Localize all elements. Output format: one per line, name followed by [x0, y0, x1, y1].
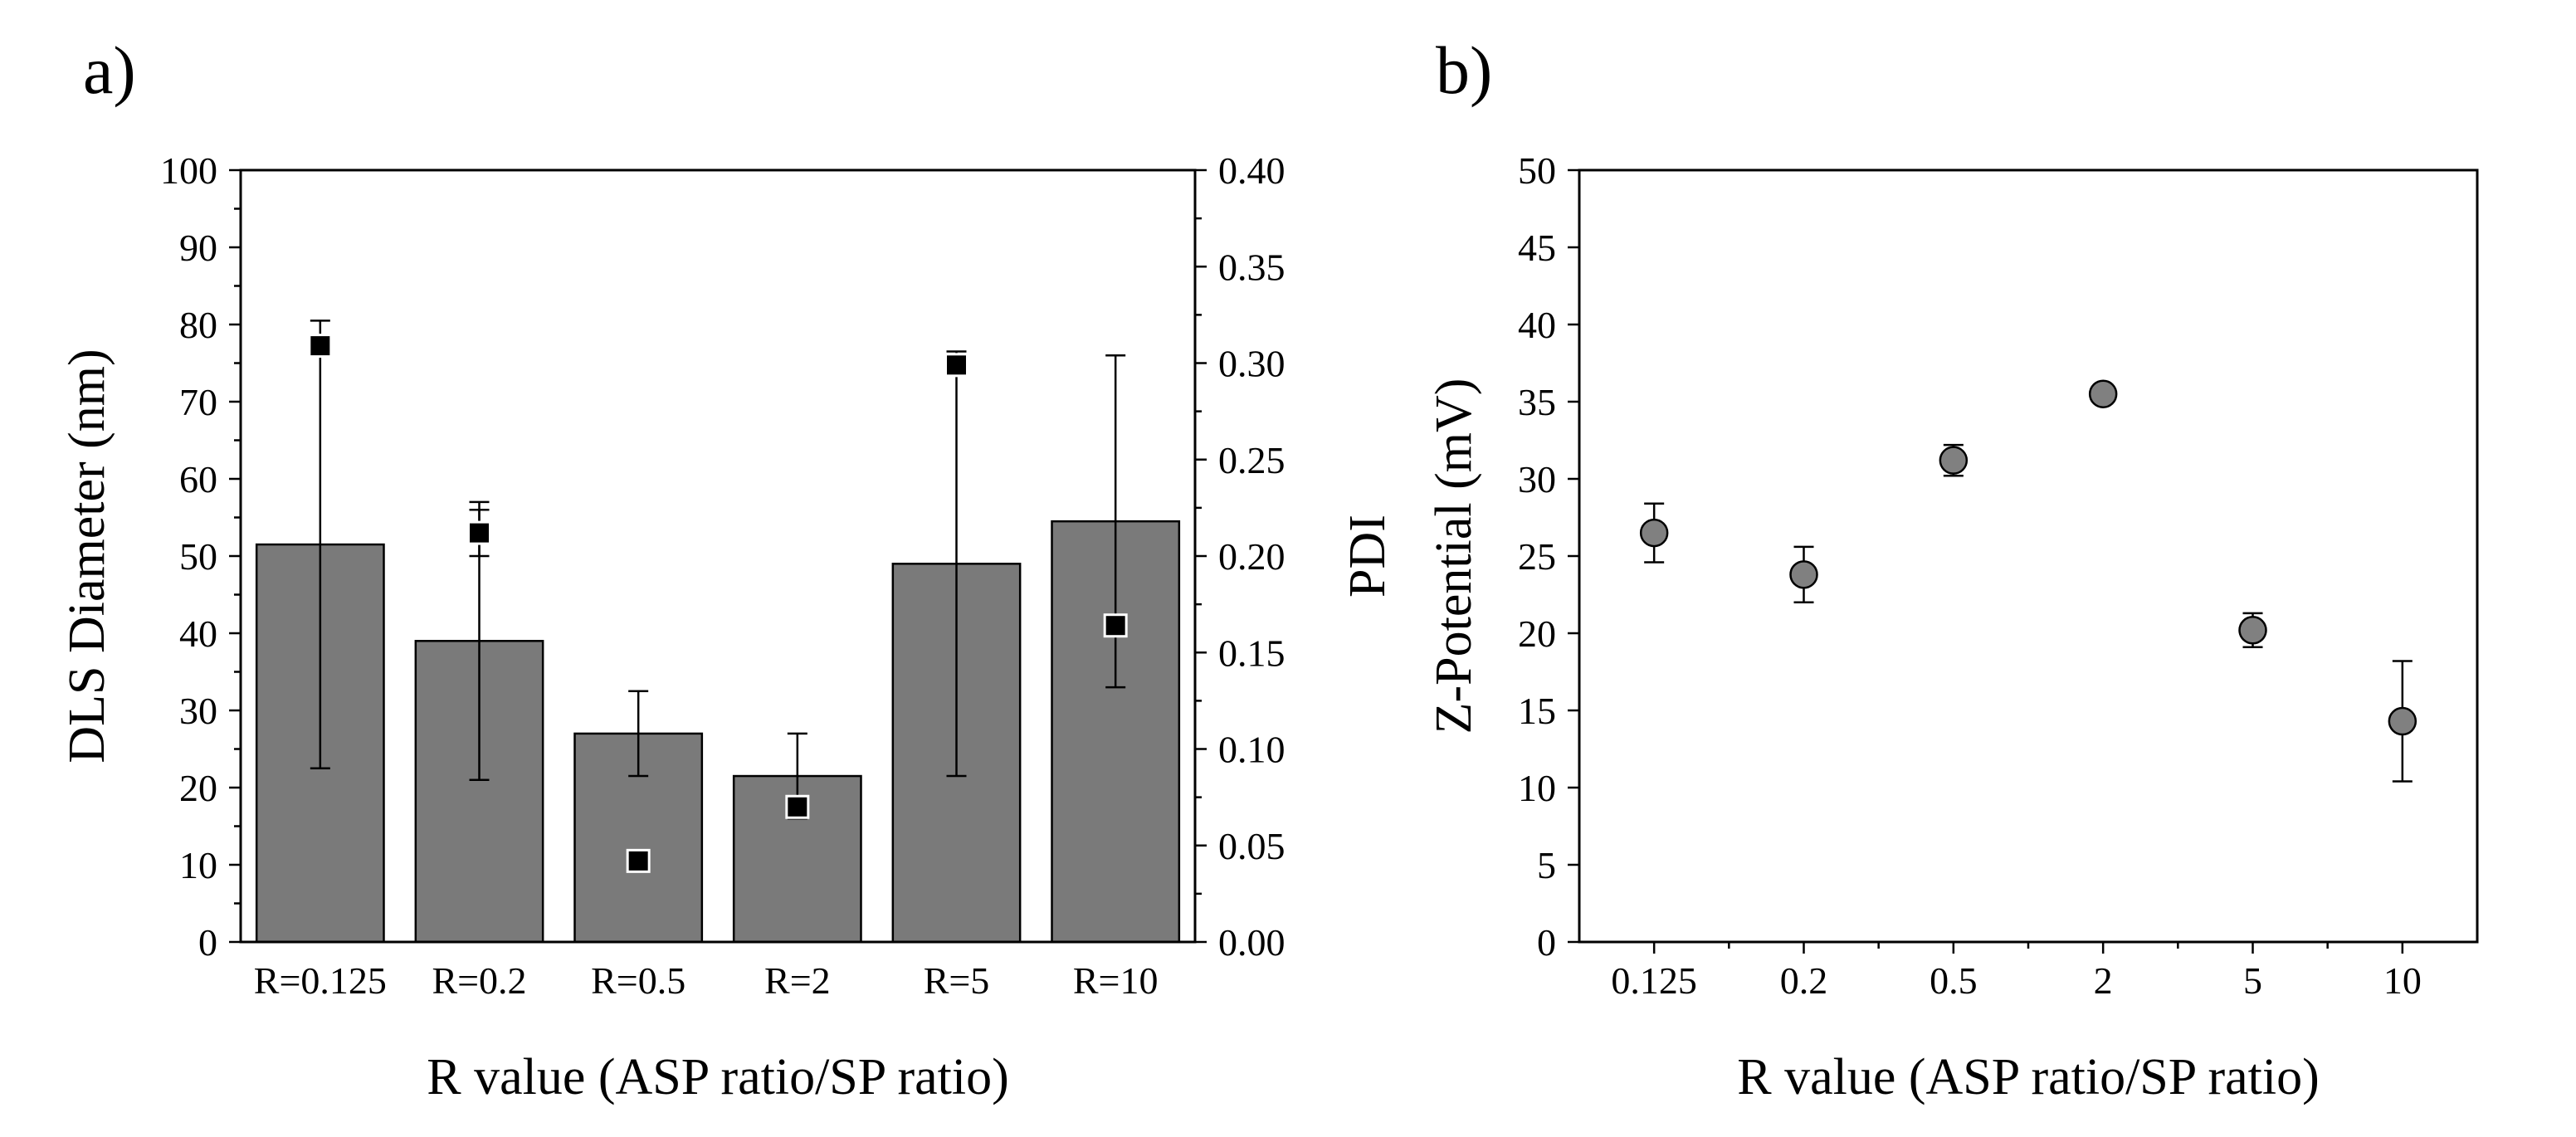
- y-tick-label: 50: [1518, 149, 1556, 192]
- panel-a-right-axis: 0.00 0.05 0.10 0.15 0.20 0.25 0.30 0.35 0.40: [1195, 149, 1286, 964]
- left-tick-label: 70: [179, 381, 217, 423]
- left-tick-label: 20: [179, 767, 217, 809]
- pdi-marker-4: [785, 794, 810, 819]
- panel-b-y-axis: 0 5 10 15 20 25 30 35 40 45 50: [1518, 149, 1579, 964]
- left-tick-label: 80: [179, 304, 217, 346]
- dls-error-bar-3: [628, 690, 649, 778]
- panel-a-pdi-markers: [308, 334, 1128, 873]
- x-category-label: 2: [2094, 959, 2113, 1002]
- zeta-marker-2: [1789, 560, 1818, 589]
- y-tick-label: 10: [1518, 767, 1556, 809]
- left-tick-label: 10: [179, 844, 217, 886]
- dls-error-bar-5: [946, 350, 967, 778]
- x-category-label: 0.5: [1930, 959, 1978, 1002]
- right-tick-label: 0.10: [1218, 729, 1286, 771]
- dls-error-bar-1: [310, 320, 330, 769]
- y-tick-label: 15: [1518, 690, 1556, 732]
- left-tick-label: 0: [198, 921, 217, 964]
- right-tick-label: 0.40: [1218, 149, 1286, 192]
- y-tick-label: 35: [1518, 381, 1556, 423]
- x-category-label: 10: [2383, 959, 2422, 1002]
- panel-a-left-axis: 0 10 20 30 40 50 60 70 80 90 100: [160, 149, 241, 964]
- panel-a-y2-axis-title: PDI: [1339, 515, 1396, 598]
- panel-b-markers: [1639, 379, 2417, 736]
- right-tick-label: 0.05: [1218, 825, 1286, 867]
- panel-b-x-axis-title: R value (ASP ratio/SP ratio): [1737, 1049, 2319, 1105]
- panel-a-y-axis-title: DLS Diameter (nm): [59, 349, 115, 763]
- left-tick-label: 100: [160, 149, 217, 192]
- panel-b-error-bars: [1644, 383, 2413, 783]
- right-tick-label: 0.00: [1218, 921, 1286, 964]
- pdi-marker-1: [308, 334, 333, 359]
- pdi-marker-3: [626, 848, 651, 873]
- x-category-label: R=0.5: [591, 959, 685, 1002]
- x-category-label: 5: [2243, 959, 2262, 1002]
- panel-b-x-axis: 0.125 0.2 0.5 2 5 10: [1611, 942, 2422, 1002]
- x-category-label: R=0.2: [432, 959, 526, 1002]
- zeta-marker-5: [2238, 616, 2267, 645]
- panel-a-label: a): [83, 32, 136, 108]
- left-tick-label: 30: [179, 690, 217, 732]
- panel-b-label: b): [1436, 32, 1492, 108]
- left-tick-label: 60: [179, 458, 217, 500]
- zeta-marker-3: [1939, 446, 1969, 475]
- left-tick-label: 50: [179, 535, 217, 578]
- right-tick-label: 0.25: [1218, 439, 1286, 481]
- panel-a-bars: [255, 520, 1181, 944]
- zeta-marker-4: [2088, 379, 2118, 408]
- x-category-label: R=0.125: [254, 959, 387, 1002]
- pdi-marker-6: [1103, 613, 1128, 638]
- y-tick-label: 45: [1518, 227, 1556, 269]
- pdi-marker-2: [467, 520, 491, 545]
- left-tick-label: 40: [179, 612, 217, 655]
- y-tick-label: 30: [1518, 458, 1556, 500]
- x-category-label: R=5: [924, 959, 990, 1002]
- x-category-label: 0.2: [1780, 959, 1828, 1002]
- y-tick-label: 20: [1518, 612, 1556, 655]
- x-category-label: R=2: [764, 959, 831, 1002]
- right-tick-label: 0.20: [1218, 535, 1286, 578]
- panel-b-y-axis-title: Z-Potential (mV): [1426, 378, 1482, 734]
- x-category-label: 0.125: [1611, 959, 1697, 1002]
- panel-a-x-axis: R=0.125 R=0.2 R=0.5 R=2 R=5 R=10: [254, 959, 1159, 1002]
- right-tick-label: 0.35: [1218, 246, 1286, 288]
- pdi-marker-5: [944, 353, 968, 378]
- y-tick-label: 5: [1537, 844, 1556, 886]
- panel-b-plot-frame: [1578, 168, 2479, 944]
- x-category-label: R=10: [1073, 959, 1159, 1002]
- zeta-marker-1: [1639, 518, 1669, 548]
- y-tick-label: 0: [1537, 921, 1556, 964]
- zeta-marker-6: [2388, 706, 2417, 736]
- y-tick-label: 25: [1518, 535, 1556, 578]
- y-tick-label: 40: [1518, 304, 1556, 346]
- left-tick-label: 90: [179, 227, 217, 269]
- right-tick-label: 0.30: [1218, 343, 1286, 385]
- right-tick-label: 0.15: [1218, 632, 1286, 674]
- panel-a-x-axis-title: R value (ASP ratio/SP ratio): [427, 1049, 1008, 1105]
